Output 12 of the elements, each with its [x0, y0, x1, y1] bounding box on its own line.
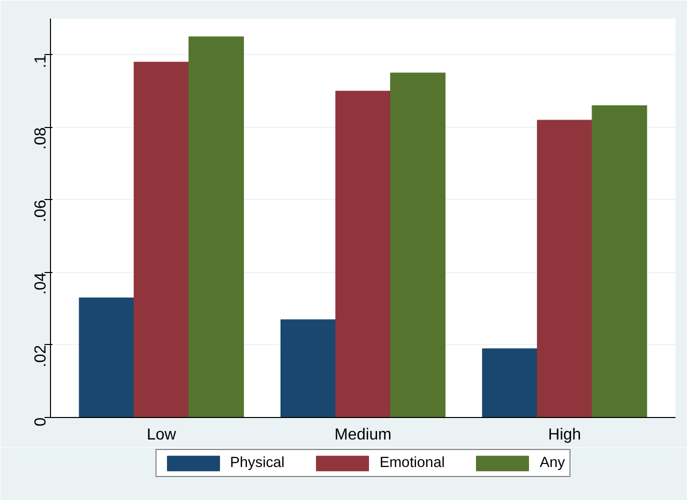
- legend-label: Emotional: [380, 455, 445, 471]
- x-tick-label: Medium: [334, 426, 392, 444]
- legend-label: Physical: [230, 455, 285, 471]
- y-tick-label: .02: [32, 344, 50, 368]
- y-tick-label: .1: [32, 54, 50, 68]
- y-tick-label: .06: [32, 200, 50, 222]
- y-tick-label: .04: [32, 272, 50, 295]
- x-tick-label: High: [548, 426, 582, 444]
- y-tick-label: .08: [32, 127, 50, 150]
- legend-label: Any: [540, 455, 566, 471]
- y-tick-label: 0: [32, 417, 50, 426]
- x-tick-label: Low: [146, 426, 177, 444]
